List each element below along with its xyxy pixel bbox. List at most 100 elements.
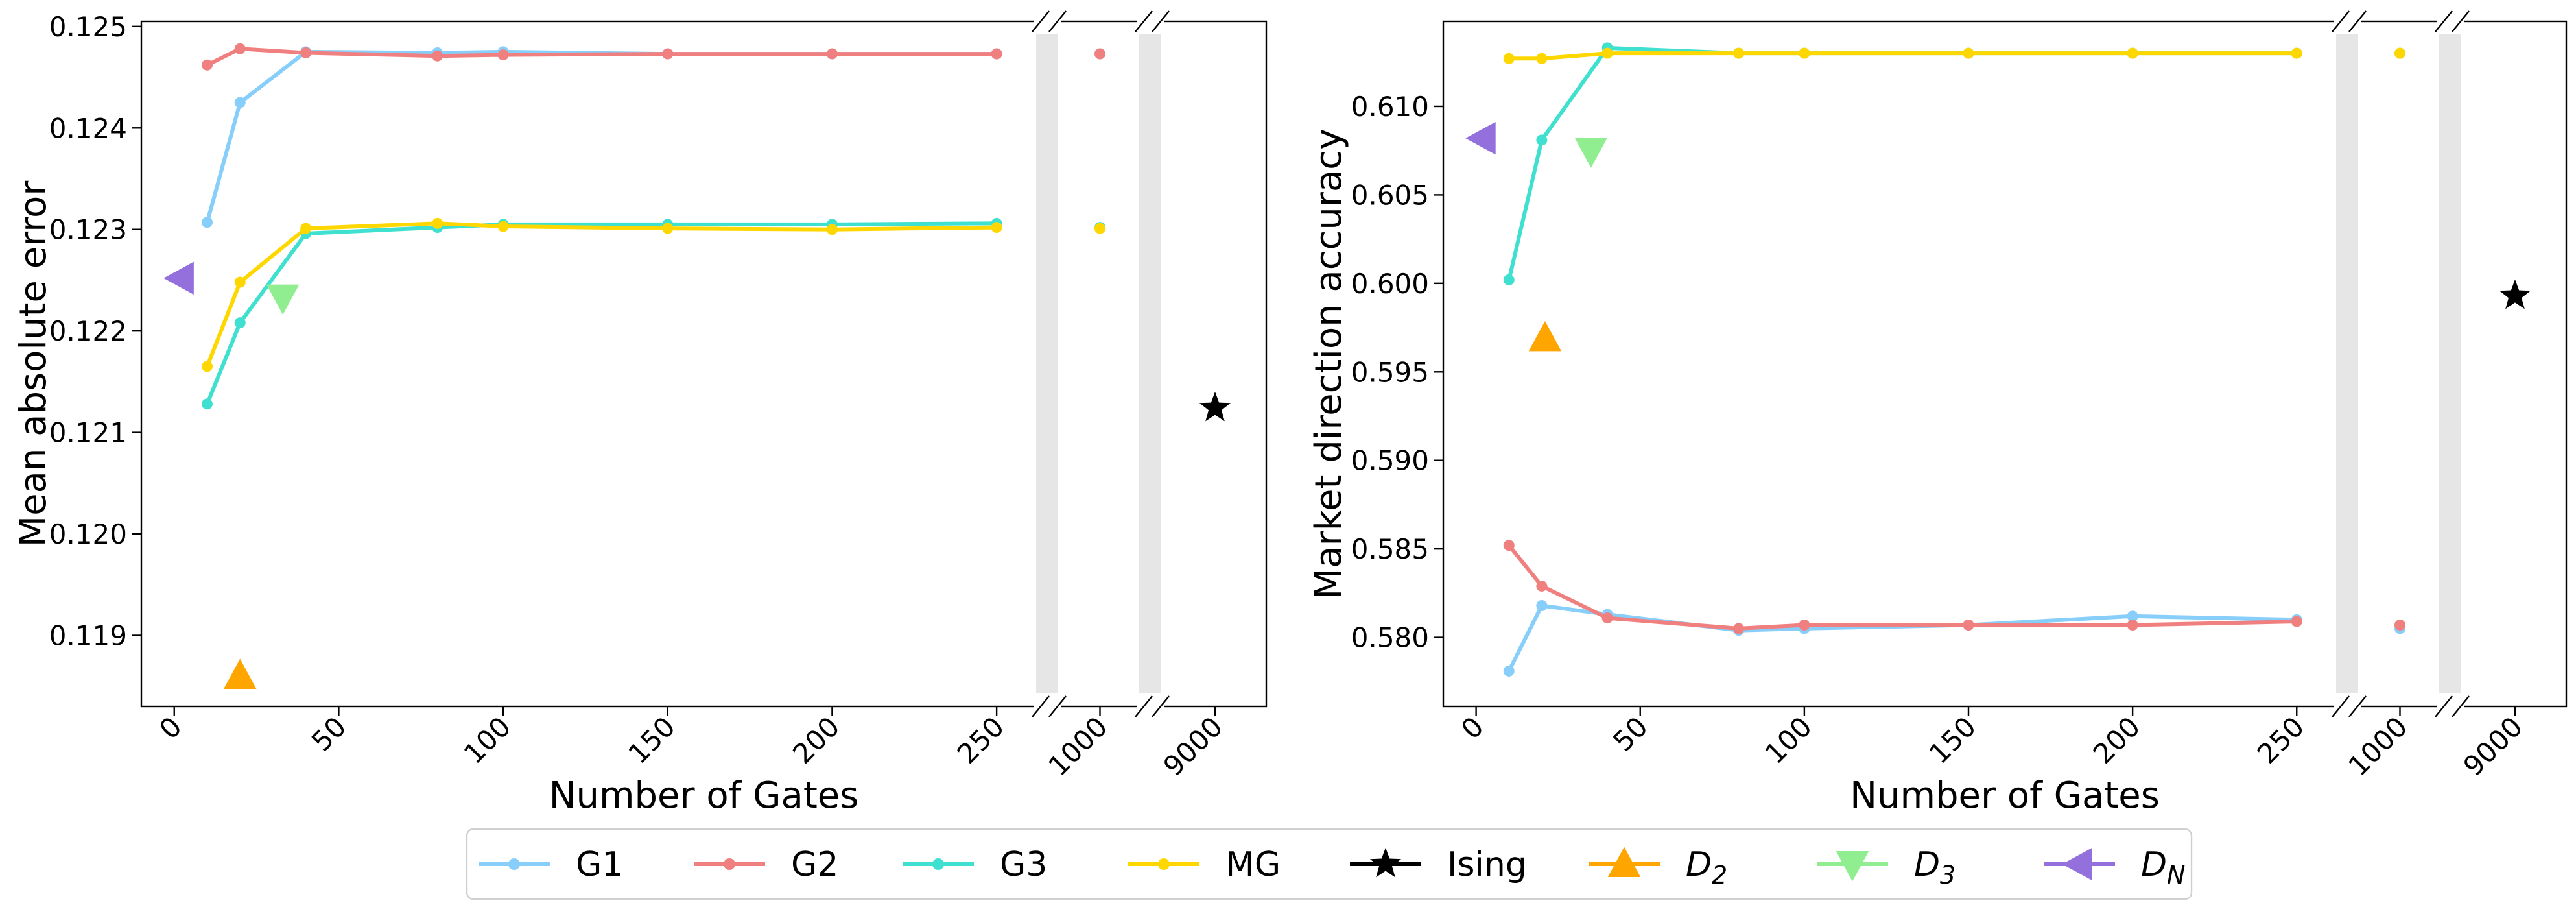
legend-label: DN [2141,845,2185,889]
data-point-ising [1199,391,1231,422]
axis-break-band [2439,21,2461,706]
legend-label: Ising [1447,845,1527,884]
data-point-g2 [1799,619,1810,631]
legend-entry-d3: D3 [1817,845,1956,889]
data-point-mg [300,223,312,234]
series-g2 [1503,540,2405,634]
legend-label: G2 [791,845,838,884]
x-axis-title: Number of Gates [1850,775,2160,817]
x-tick-label: 250 [2251,710,2310,769]
data-point-g1 [234,97,246,108]
data-point-g2 [1536,580,1548,592]
legend-marker [1607,847,1641,877]
data-point-g2 [1094,48,1105,60]
axis-break-mark [2435,10,2453,32]
data-point-g1 [2127,610,2138,622]
data-point-g3 [1503,274,1515,285]
y-tick-label: 0.580 [1351,622,1429,654]
legend-entry-mg: MG [1128,845,1281,884]
legend-marker [1370,847,1401,878]
axis-break-mark [2332,695,2350,717]
left-panel-mae: 0.119 0.120 0.121 0.122 0.123 0.124 0.125 0 50 10… [12,8,1268,817]
series-g3 [1503,42,2405,285]
data-point-g1 [201,217,213,228]
data-point-mg [234,276,246,288]
legend-label: G1 [576,845,623,884]
legend-label-main: MG [1225,845,1281,884]
y-tick-label: 0.605 [1351,179,1429,211]
x-tick-label: 50 [305,710,352,757]
x-tick-label: 0 [1455,710,1490,745]
data-point-mg [2127,47,2138,59]
data-point-g2 [1963,619,1974,631]
data-point-dn [163,261,194,295]
y-tick-label: 0.125 [49,11,127,43]
data-point-mg [1094,223,1105,234]
x-tick-label: 200 [2087,710,2146,769]
series-g1 [201,46,1105,228]
legend-label-main: G1 [576,845,623,884]
series-line-mg [1509,51,2297,61]
y-tick-label: 0.610 [1351,91,1429,123]
axis-break-mark [2452,10,2470,32]
legend-entry-ising: Ising [1350,845,1527,884]
data-point-g3 [234,317,246,329]
data-point-mg [991,222,1002,234]
x-axis-title: Number of Gates [549,775,859,817]
data-point-dn [1465,121,1496,155]
data-point-d2 [1528,320,1562,352]
series-line-g3 [1507,45,2297,281]
legend-label: D2 [1686,845,1727,889]
data-point-g2 [1503,540,1515,551]
legend-entry-g2: G2 [694,845,838,884]
data-point-g2 [1601,612,1613,624]
y-tick-label: 0.123 [49,214,127,246]
axis-break-mark [2348,10,2367,32]
legend-label: G3 [1000,845,1047,884]
data-point-mg [1733,47,1745,59]
data-point-mg [1799,47,1810,59]
x-tick-label: 50 [1607,710,1653,757]
plot-frame [1442,20,2568,708]
series-line-g3 [205,221,997,405]
legend-label-sub: N [2167,861,2185,889]
data-point-mg [826,224,838,235]
axis-break-mark [2332,10,2350,32]
x-tick-label: 1000 [1042,710,1113,782]
x-tick-label: 150 [622,710,681,769]
legend-label: MG [1225,845,1281,884]
data-point-mg [1503,53,1515,64]
x-tick-label: 0 [153,710,188,745]
series-mg [201,217,1105,372]
legend-label-main: D [1686,845,1712,884]
data-point-g2 [2127,619,2138,631]
y-tick-label: 0.120 [49,518,127,550]
data-point-mg [2394,47,2405,59]
plot-frame [140,20,1268,708]
data-point-mg [1536,53,1548,64]
legend: G1 G2 G3 MG Ising D2 D3 DN [466,828,2193,900]
data-point-g2 [2394,619,2405,631]
data-point-d2 [223,658,257,690]
series-line-g2 [1507,544,2297,631]
series-line-g1 [1507,603,2297,672]
data-point-mg [662,223,674,234]
axis-break-mark [1135,10,1153,32]
axis-break-mark [1048,10,1067,32]
series-line-mg [205,221,997,367]
axis-break-mark [1152,10,1170,32]
legend-marker [2062,847,2092,881]
y-tick-label: 0.119 [49,620,127,651]
x-tick-label: 250 [951,710,1010,769]
y-axis-title: Mean absolute error [12,180,54,547]
axis-break-mark [2435,695,2453,717]
data-point-mg [497,221,509,232]
series-g2 [201,43,1105,71]
axis-break-mark [1032,695,1050,717]
data-point-g3 [201,398,213,410]
series-g1 [1503,599,2405,677]
data-point-g2 [201,59,213,71]
data-point-g2 [662,48,674,60]
series-line-g1 [205,49,997,223]
